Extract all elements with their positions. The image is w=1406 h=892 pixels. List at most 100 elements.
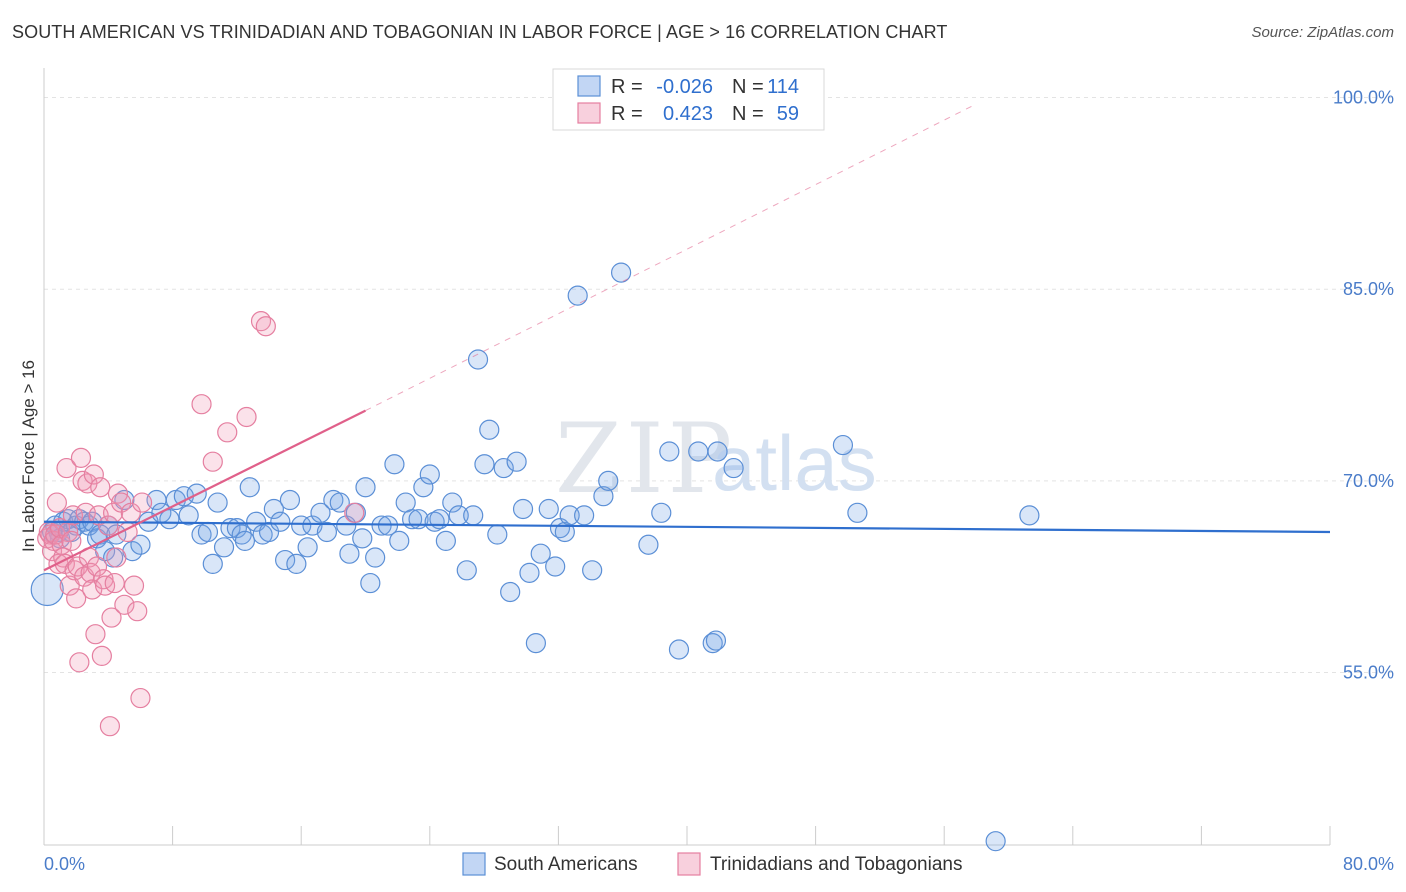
data-point (567, 285, 588, 306)
data-point (659, 441, 680, 462)
data-point (279, 489, 301, 511)
data-point (130, 687, 151, 709)
data-point (123, 575, 145, 596)
legend-n-value-1: 114 (767, 76, 799, 98)
data-point (389, 530, 410, 552)
legend-r-label-1: R = (611, 76, 643, 98)
data-point (93, 569, 114, 590)
legend-swatch-blue (577, 75, 601, 97)
y-tick-label: 55.0% (1343, 663, 1394, 683)
data-point (419, 464, 440, 485)
source-credit: Source: ZipAtlas.com (1251, 24, 1394, 41)
data-point (352, 528, 373, 549)
data-point (178, 505, 199, 526)
data-point (638, 534, 659, 555)
data-point (545, 556, 566, 577)
legend-n-label-1: N = (732, 76, 764, 98)
data-point (255, 316, 276, 337)
legend-n-value-2: 59 (777, 103, 799, 125)
y-tick-label: 85.0% (1343, 279, 1394, 299)
x-tick-label-max: 80.0% (1343, 854, 1394, 874)
legend-n-label-2: N = (732, 103, 764, 125)
bottom-legend: South Americans Trinidadians and Tobagon… (462, 852, 962, 876)
data-point (479, 419, 500, 440)
data-point (702, 633, 723, 654)
data-point (435, 530, 456, 552)
data-point (114, 594, 135, 615)
data-point (131, 492, 153, 513)
data-point (474, 454, 495, 475)
data-point (525, 633, 546, 654)
data-point (101, 607, 122, 628)
trend-lines (43, 103, 1331, 572)
watermark-zip: ZIP (555, 403, 736, 515)
data-point (610, 262, 632, 283)
bottom-legend-swatch-pink (677, 852, 701, 876)
data-point (202, 553, 223, 575)
data-point (66, 588, 87, 609)
axes (43, 68, 1331, 846)
data-point (46, 492, 67, 513)
data-point (365, 547, 386, 568)
data-point (723, 457, 744, 479)
data-point (270, 511, 291, 532)
data-point (530, 543, 551, 564)
data-point (360, 572, 381, 594)
data-point (506, 451, 527, 472)
data-point (463, 505, 484, 526)
trend-line-south-americans (43, 520, 1331, 534)
data-point (985, 831, 1006, 852)
data-point (70, 447, 92, 468)
data-point (493, 457, 514, 479)
data-point (56, 457, 77, 479)
data-point (329, 492, 350, 513)
data-point (30, 572, 64, 607)
data-point (598, 470, 619, 491)
data-point (832, 434, 854, 456)
data-point (98, 515, 119, 536)
data-point (82, 579, 103, 600)
legend-r-value-1: -0.026 (656, 76, 713, 98)
y-axis-label: In Labor Force | Age > 16 (19, 360, 38, 552)
data-point (236, 406, 257, 428)
data-point (651, 502, 672, 523)
data-point (41, 541, 63, 562)
data-point (286, 553, 307, 575)
data-point (91, 645, 112, 667)
data-point (519, 562, 540, 583)
series-south-americans (30, 262, 1040, 852)
bottom-legend-label-blue: South Americans (494, 854, 638, 875)
data-point (69, 652, 90, 673)
data-point (688, 441, 709, 462)
data-point (59, 575, 80, 596)
data-point (384, 454, 405, 475)
data-point (339, 543, 360, 564)
data-point (197, 521, 219, 543)
bottom-legend-label-pink: Trinidadians and Tobagonians (710, 854, 962, 875)
data-point (668, 639, 690, 660)
x-tick-label-min: 0.0% (44, 854, 85, 874)
data-point (500, 581, 521, 603)
data-point (316, 521, 338, 543)
trend-line-trinidadians-extended (365, 103, 977, 412)
watermark-atlas: atlas (712, 419, 877, 507)
data-point (413, 477, 434, 498)
data-point (355, 477, 376, 498)
data-point (64, 560, 85, 581)
legend-box: R = -0.026 N = 114 R = 0.423 N = 59 (552, 68, 825, 131)
series-trinidadians (37, 311, 365, 737)
data-point (106, 547, 127, 568)
data-point (847, 502, 868, 523)
data-point (297, 537, 318, 558)
watermark: ZIP atlas (555, 403, 877, 515)
data-point (207, 492, 228, 513)
data-point (127, 601, 148, 622)
data-point (705, 630, 727, 651)
chart-title: SOUTH AMERICAN VS TRINIDADIAN AND TOBAGO… (12, 22, 948, 42)
data-point (582, 560, 603, 581)
data-point (239, 477, 260, 498)
data-point (99, 716, 121, 737)
data-point (202, 451, 223, 472)
data-point (104, 572, 125, 594)
